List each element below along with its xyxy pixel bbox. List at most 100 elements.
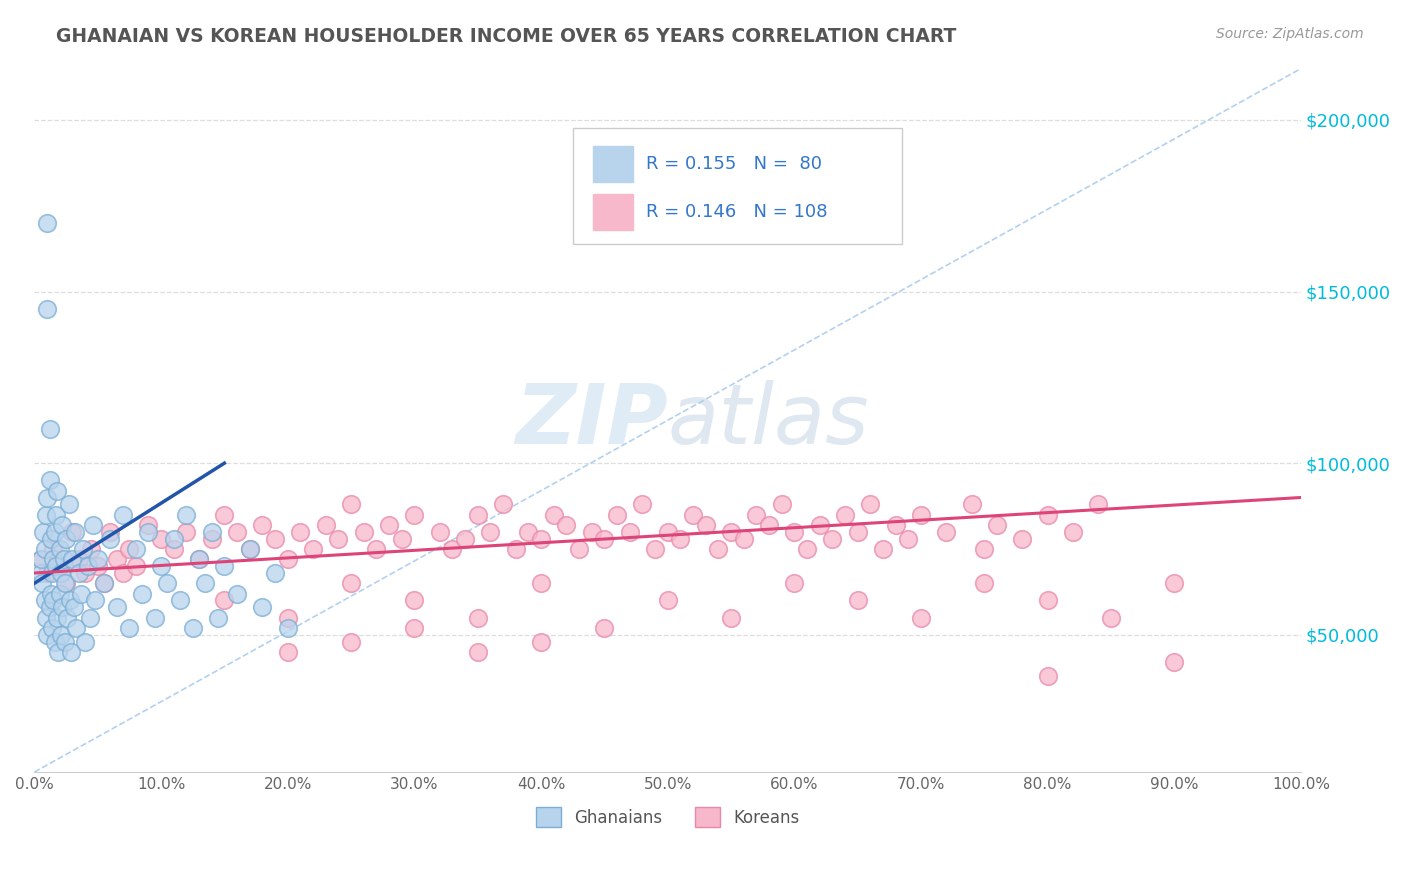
Point [194, 576, 217, 591]
Point [131, 586, 153, 600]
Point [796, 541, 818, 556]
Point [682, 508, 704, 522]
Text: R = 0.146   N = 108: R = 0.146 N = 108 [647, 202, 828, 221]
Point [1011, 532, 1033, 546]
Point [34, 541, 56, 556]
Point [720, 524, 742, 539]
Point [55, 576, 77, 591]
Point [65, 621, 87, 635]
Point [156, 576, 179, 591]
Point [517, 524, 540, 539]
Point [188, 552, 211, 566]
Point [42, 593, 65, 607]
Point [80, 541, 103, 556]
Point [56, 610, 79, 624]
Point [35, 508, 58, 522]
Point [264, 532, 287, 546]
Point [42, 541, 65, 556]
Point [93, 576, 115, 591]
Text: atlas: atlas [668, 380, 869, 461]
Point [770, 497, 793, 511]
Point [467, 610, 489, 624]
Point [38, 422, 60, 436]
Point [720, 610, 742, 624]
Point [143, 610, 166, 624]
Point [543, 508, 565, 522]
Point [733, 532, 755, 546]
Point [530, 634, 553, 648]
Point [100, 532, 122, 546]
Point [46, 610, 69, 624]
Legend: Ghanaians, Koreans: Ghanaians, Koreans [529, 800, 807, 834]
FancyBboxPatch shape [593, 194, 634, 229]
Point [93, 576, 115, 591]
Point [30, 552, 52, 566]
Point [163, 541, 186, 556]
Point [38, 474, 60, 488]
Point [45, 559, 67, 574]
Point [181, 621, 204, 635]
Point [30, 566, 52, 580]
Point [35, 628, 58, 642]
Point [619, 524, 641, 539]
Point [35, 566, 58, 580]
Point [55, 532, 77, 546]
Point [239, 541, 262, 556]
Point [100, 524, 122, 539]
Point [201, 524, 224, 539]
Point [581, 524, 603, 539]
Point [48, 541, 70, 556]
Point [897, 532, 920, 546]
Point [328, 532, 350, 546]
Point [60, 645, 83, 659]
Point [1099, 610, 1122, 624]
Point [105, 600, 128, 615]
Point [834, 508, 856, 522]
Point [39, 586, 62, 600]
Point [86, 559, 108, 574]
Point [1036, 508, 1059, 522]
Point [302, 541, 325, 556]
Point [176, 508, 198, 522]
Point [41, 621, 63, 635]
Point [1163, 576, 1185, 591]
Point [62, 600, 84, 615]
Point [30, 552, 52, 566]
Point [606, 508, 628, 522]
Text: GHANAIAN VS KOREAN HOUSEHOLDER INCOME OVER 65 YEARS CORRELATION CHART: GHANAIAN VS KOREAN HOUSEHOLDER INCOME OV… [56, 27, 956, 45]
Point [353, 524, 375, 539]
Point [73, 634, 96, 648]
Point [986, 518, 1008, 533]
Point [657, 593, 679, 607]
Point [467, 508, 489, 522]
Point [138, 518, 160, 533]
Point [707, 541, 730, 556]
Point [340, 634, 363, 648]
Point [59, 593, 82, 607]
Point [859, 497, 882, 511]
Point [34, 593, 56, 607]
Point [48, 586, 70, 600]
Point [277, 610, 299, 624]
Point [163, 532, 186, 546]
Point [60, 524, 83, 539]
Point [366, 541, 388, 556]
Point [745, 508, 768, 522]
Point [138, 524, 160, 539]
Text: ZIP: ZIP [515, 380, 668, 461]
Point [44, 634, 66, 648]
Point [49, 566, 72, 580]
Point [530, 576, 553, 591]
Point [644, 541, 666, 556]
Point [808, 518, 831, 533]
Point [226, 586, 249, 600]
Point [973, 576, 995, 591]
Point [530, 532, 553, 546]
Point [568, 541, 591, 556]
Point [58, 497, 80, 511]
Point [404, 621, 426, 635]
FancyBboxPatch shape [572, 128, 903, 244]
Point [1036, 593, 1059, 607]
Point [35, 610, 58, 624]
Point [340, 497, 363, 511]
